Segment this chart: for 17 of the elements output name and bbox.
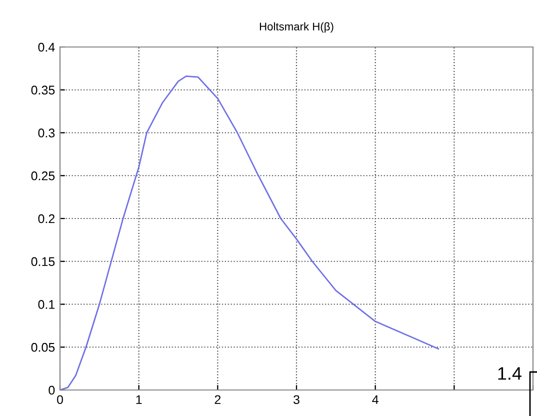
y-tick-label: 0 bbox=[48, 386, 55, 395]
line-series bbox=[60, 75, 440, 390]
y-tick-label: 0.25 bbox=[31, 171, 55, 180]
chart-title: Holtsmark H(β) bbox=[260, 22, 334, 33]
y-tick-label: 0.35 bbox=[31, 86, 55, 95]
x-tick-label: 2 bbox=[214, 395, 221, 404]
x-tick-label: 3 bbox=[294, 395, 300, 404]
y-tick-label: 0.3 bbox=[38, 128, 55, 138]
y-tick-label: 0.1 bbox=[38, 300, 55, 309]
x-tick-label: 0 bbox=[57, 395, 63, 404]
y-tick-label: 0.15 bbox=[31, 257, 55, 266]
y-tick-label: 0.4 bbox=[38, 42, 55, 52]
x-tick-label: 1 bbox=[136, 395, 142, 404]
y-tick-label: 0.05 bbox=[31, 342, 55, 352]
annotation: 1.4 bbox=[498, 367, 522, 380]
x-tick-label: 4 bbox=[372, 395, 378, 404]
y-tick-label: 0.2 bbox=[38, 214, 55, 224]
